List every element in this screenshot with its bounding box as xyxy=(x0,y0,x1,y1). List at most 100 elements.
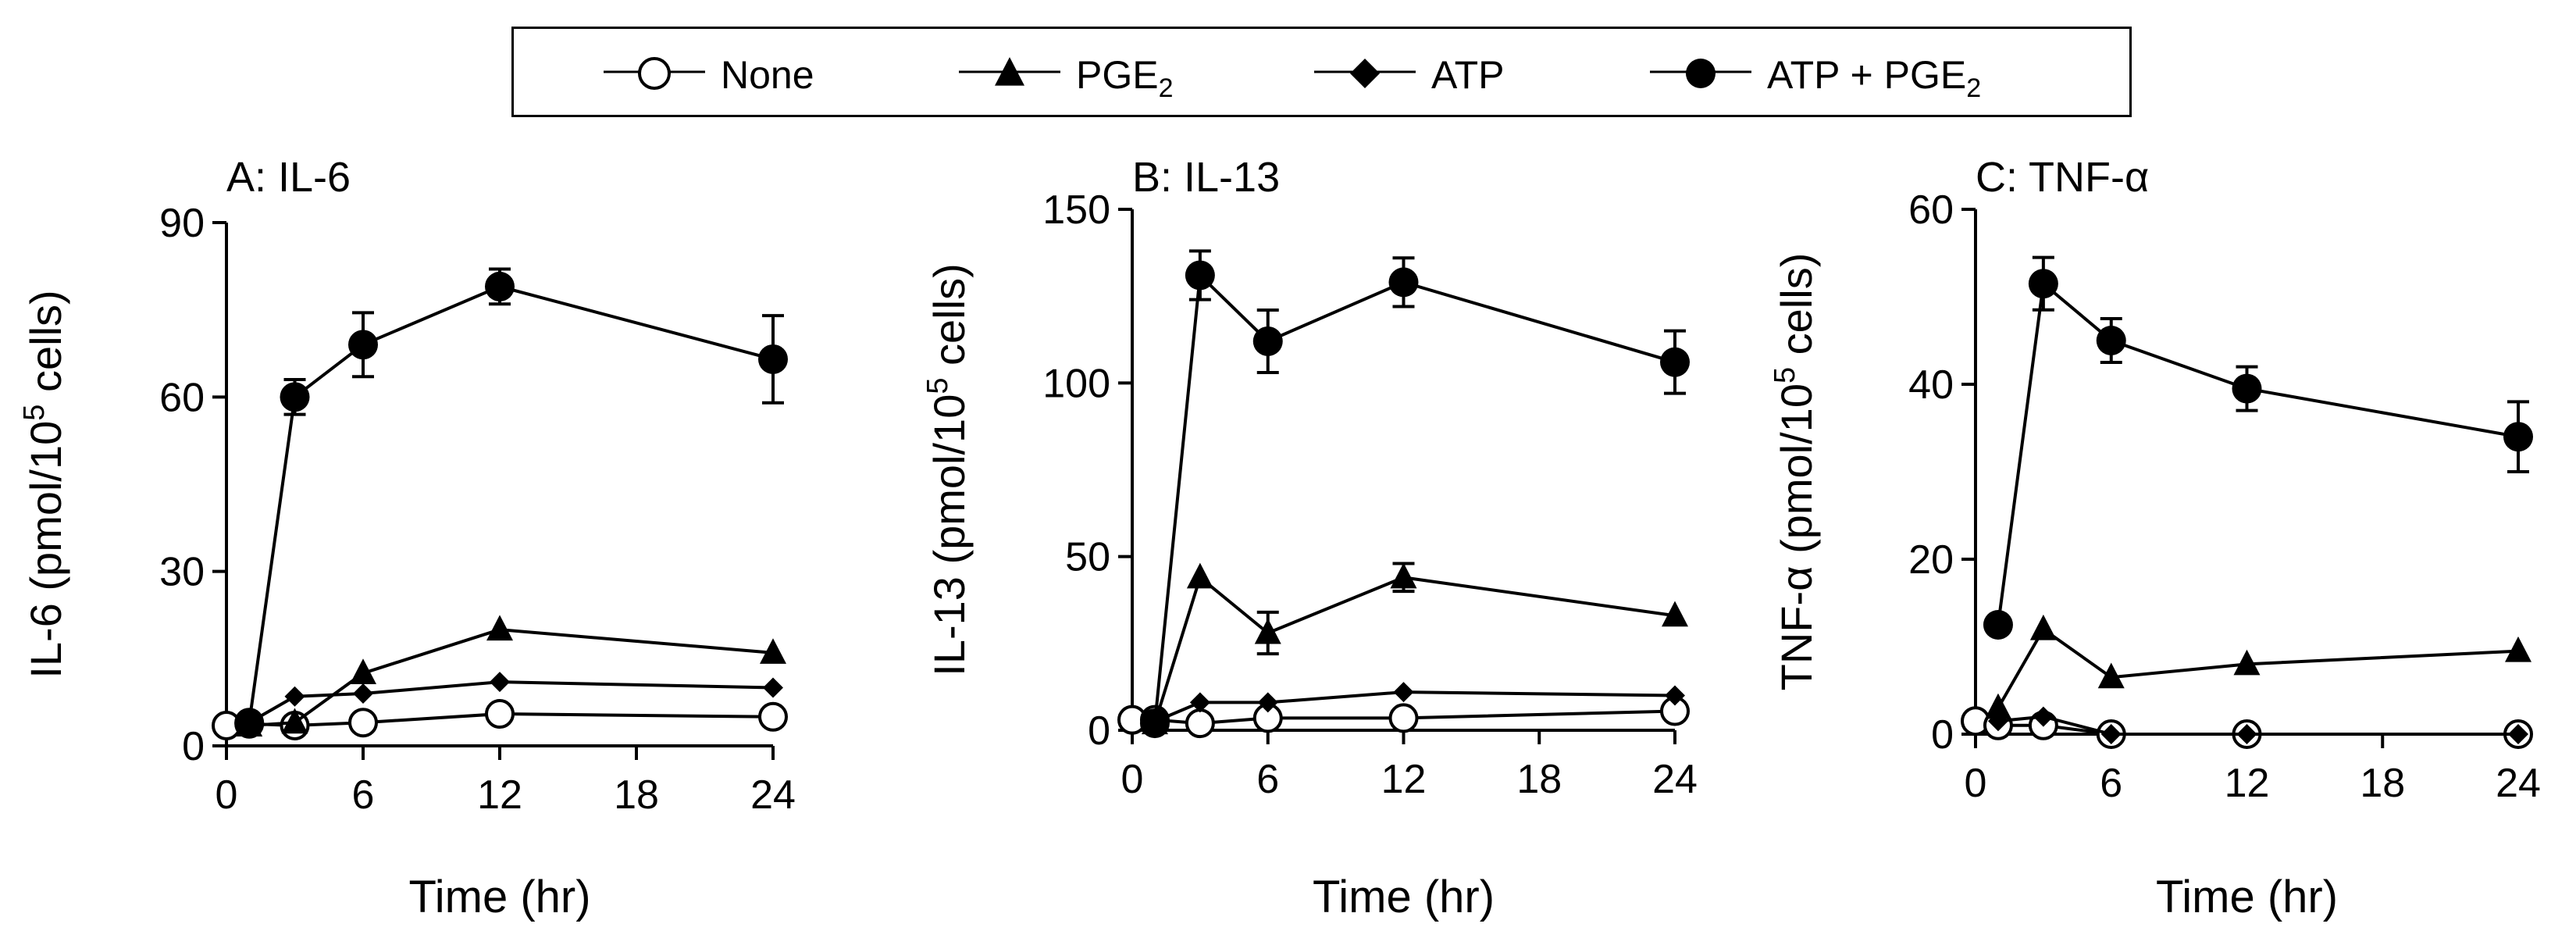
legend-label: ATP xyxy=(1431,52,1505,98)
data-point-atp-pge2 xyxy=(1252,326,1283,356)
data-point-none xyxy=(485,699,515,729)
data-point-atp-pge2 xyxy=(2096,326,2126,355)
y-axis-label-superscript: 5 xyxy=(18,405,51,421)
x-tick-label: 24 xyxy=(2496,761,2541,806)
data-point-pge2 xyxy=(1390,562,1417,589)
data-point-atp xyxy=(1665,685,1685,706)
data-point-pge2 xyxy=(1662,601,1688,627)
y-tick-label: 30 xyxy=(159,550,205,595)
data-point-atp xyxy=(490,672,510,693)
legend-label-text: None xyxy=(721,53,814,97)
data-point-atp-pge2 xyxy=(758,344,788,374)
data-point-pge2 xyxy=(350,658,376,684)
data-point-pge2 xyxy=(2233,649,2261,676)
x-tick-label: 6 xyxy=(352,772,375,818)
legend-swatch xyxy=(604,57,705,90)
data-point-pge2 xyxy=(2097,662,2125,689)
y-tick-label: 20 xyxy=(1908,537,1954,583)
chart-title: B: IL-13 xyxy=(1132,154,1280,201)
legend-swatch xyxy=(1650,59,1751,88)
data-point-atp xyxy=(1257,692,1278,713)
chart-panel-3: 0 20 40 60 0 6 12 18 24 C: TNF-α Time (hr) TNF-α (p… xyxy=(1769,154,2541,922)
x-tick-label: 12 xyxy=(2225,761,2270,806)
x-axis-label: Time (hr) xyxy=(2156,872,2338,922)
x-tick-label: 12 xyxy=(477,772,522,818)
x-tick-label: 18 xyxy=(2360,761,2405,806)
x-tick-label: 0 xyxy=(1965,761,1987,806)
x-tick-label: 6 xyxy=(1256,757,1279,802)
series-pge2 xyxy=(1141,562,1688,735)
data-point-atp-pge2 xyxy=(485,271,515,301)
x-tick-label: 12 xyxy=(1381,757,1427,802)
series-pge2 xyxy=(236,615,786,736)
legend-swatch xyxy=(959,57,1060,86)
y-axis-label-text: IL-6 (pmol/10 xyxy=(21,421,70,679)
series-line-atp-pge2 xyxy=(248,284,774,723)
y-tick-label: 0 xyxy=(1931,712,1954,758)
data-point-pge2 xyxy=(486,615,513,641)
series-line-atp-pge2 xyxy=(1996,280,2519,626)
legend-marker xyxy=(995,57,1024,86)
legend-marker xyxy=(638,57,671,90)
data-point-none xyxy=(1388,703,1419,733)
y-axis-label-text: cells) xyxy=(21,290,70,404)
legend-swatch xyxy=(1314,59,1416,88)
series-atp xyxy=(1987,706,2528,744)
data-point-pge2 xyxy=(281,708,308,734)
data-point-pge2 xyxy=(2029,614,2057,640)
legend-label-text: ATP xyxy=(1431,53,1505,97)
y-axis-label-superscript: 5 xyxy=(1769,367,1801,383)
y-axis-label-text: cells) xyxy=(1772,253,1821,367)
legend-label-subscript: 2 xyxy=(1966,73,1982,103)
data-point-atp xyxy=(1987,711,2008,732)
data-point-atp-pge2 xyxy=(348,330,378,360)
legend-label: PGE2 xyxy=(1076,52,1174,104)
y-axis-label-superscript: 5 xyxy=(921,378,954,394)
data-point-atp-pge2 xyxy=(2503,422,2533,452)
data-point-atp xyxy=(1189,692,1210,713)
chart-panel-1: 0 30 60 90 0 6 12 18 24 A: IL-6 Time (hr) IL-6 (pmo… xyxy=(18,154,796,922)
y-axis-label: IL-6 (pmol/105 cells) xyxy=(18,290,70,678)
series-atp-pge2 xyxy=(1983,255,2533,640)
legend-label-text: PGE xyxy=(1076,53,1159,97)
data-point-atp-pge2 xyxy=(2028,269,2058,299)
y-tick-label: 40 xyxy=(1908,362,1954,408)
data-point-atp-pge2 xyxy=(2232,373,2262,404)
y-tick-label: 60 xyxy=(1908,187,1954,233)
y-axis-label: TNF-α (pmol/105 cells) xyxy=(1769,253,1821,691)
series-line-pge2 xyxy=(1997,626,2519,709)
y-tick-label: 90 xyxy=(159,201,205,246)
data-point-atp xyxy=(2236,724,2257,744)
y-axis-label: IL-13 (pmol/105 cells) xyxy=(921,263,974,676)
data-point-atp-pge2 xyxy=(1660,347,1690,377)
x-tick-label: 18 xyxy=(1516,757,1562,802)
legend: None PGE2 ATP ATP + PGE2 xyxy=(511,27,2132,117)
y-tick-label: 0 xyxy=(182,724,205,769)
data-point-atp-pge2 xyxy=(1983,610,2013,640)
data-point-none xyxy=(1185,708,1215,739)
data-point-pge2 xyxy=(1186,562,1213,589)
legend-label-subscript: 2 xyxy=(1158,73,1174,103)
y-tick-label: 0 xyxy=(1088,708,1110,754)
x-axis-label: Time (hr) xyxy=(408,872,590,922)
y-axis-label-text: TNF-α (pmol/10 xyxy=(1772,383,1821,690)
data-point-atp xyxy=(2508,724,2528,744)
data-point-pge2 xyxy=(760,638,786,664)
data-point-atp xyxy=(2033,706,2054,727)
series-atp-pge2 xyxy=(1139,249,1690,739)
y-axis-label-text: IL-13 (pmol/10 xyxy=(925,394,974,676)
chart-title: A: IL-6 xyxy=(226,154,351,201)
series-atp-pge2 xyxy=(234,267,788,738)
data-point-atp-pge2 xyxy=(280,382,310,412)
legend-marker xyxy=(1686,59,1716,88)
data-point-pge2 xyxy=(1254,618,1281,644)
x-tick-label: 0 xyxy=(216,772,238,818)
chart-title: C: TNF-α xyxy=(1976,154,2149,201)
data-point-none xyxy=(758,701,788,732)
data-point-pge2 xyxy=(1984,693,2011,719)
data-point-atp-pge2 xyxy=(1139,708,1170,739)
data-point-atp-pge2 xyxy=(1388,267,1419,298)
x-tick-label: 18 xyxy=(614,772,659,818)
legend-label: None xyxy=(721,52,814,98)
